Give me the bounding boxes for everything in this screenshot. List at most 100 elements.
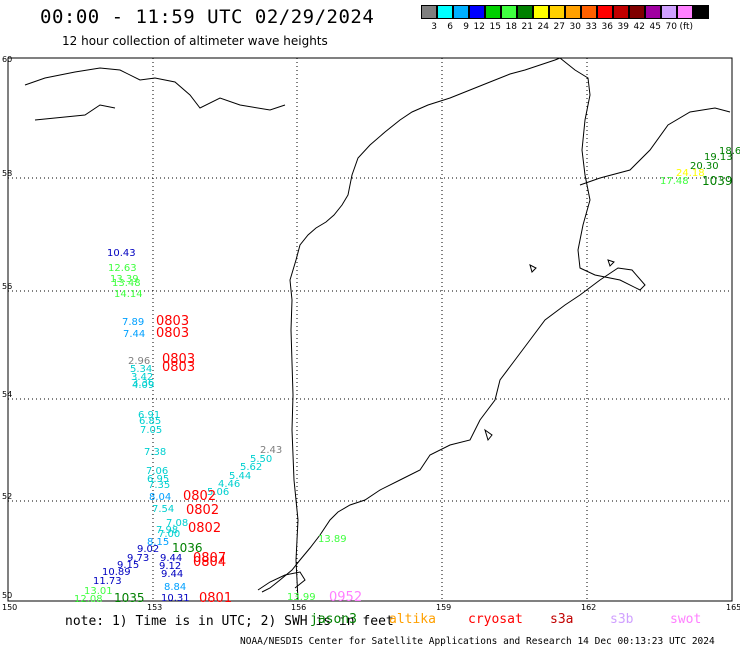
wave-height-value: 14.14 xyxy=(114,289,143,300)
northeast-coast xyxy=(579,107,731,186)
longitude-label: 153 xyxy=(147,603,162,612)
wave-height-value: 6.95 xyxy=(147,474,169,485)
wave-height-value: 1035 xyxy=(114,591,145,605)
scale-label: 33 xyxy=(585,22,597,32)
graticule xyxy=(8,58,732,600)
wave-height-value: 2.96 xyxy=(128,356,150,367)
wave-height-value: 10.43 xyxy=(107,248,136,259)
latitude-label: 54 xyxy=(2,390,12,399)
wave-height-value: 3.36 xyxy=(132,378,154,389)
wave-height-value: 13.01 xyxy=(84,586,113,597)
kamchatka-east-coast xyxy=(261,57,646,593)
scale-swatch xyxy=(549,5,565,19)
longitude-label: 159 xyxy=(436,603,451,612)
wave-height-value: 1036 xyxy=(172,541,203,555)
latitude-label: 50 xyxy=(2,591,12,600)
wave-height-value: 13.39 xyxy=(110,274,139,285)
wave-height-value: 9.15 xyxy=(117,560,139,571)
wave-height-value: 7.44 xyxy=(123,329,145,340)
wave-height-value: 9.12 xyxy=(159,561,181,572)
map-subtitle: 12 hour collection of altimeter wave hei… xyxy=(62,34,328,48)
wave-height-value: 9.02 xyxy=(137,544,159,555)
wave-height-value: 12.63 xyxy=(108,263,137,274)
wave-height-value: 4.46 xyxy=(218,479,240,490)
scale-swatch xyxy=(437,5,453,19)
scale-label: 9 xyxy=(463,22,469,32)
scale-swatch xyxy=(613,5,629,19)
scale-label: 45 xyxy=(649,22,661,32)
wave-height-value: 7.05 xyxy=(140,425,162,436)
scale-swatch xyxy=(597,5,613,19)
wave-height-value: 12.08 xyxy=(74,594,103,605)
scale-label: 18 xyxy=(505,22,517,32)
wave-height-value: 0803 xyxy=(156,314,189,329)
scale-swatch xyxy=(469,5,485,19)
latitude-label: 56 xyxy=(2,282,12,291)
scale-swatch xyxy=(629,5,645,19)
wave-height-value: 17.48 xyxy=(660,176,689,187)
wave-height-value: 9.44 xyxy=(161,569,183,580)
coastline xyxy=(24,57,731,601)
color-scale-legend xyxy=(421,5,709,19)
wave-height-value: 0804 xyxy=(193,555,226,570)
satellite-s3b: s3b xyxy=(610,612,634,627)
wave-height-value: 10.89 xyxy=(102,567,131,578)
wave-height-value: 13.89 xyxy=(318,534,347,545)
scale-swatch xyxy=(581,5,597,19)
wave-height-value: 0807 xyxy=(193,551,226,566)
longitude-label: 165 xyxy=(726,603,740,612)
wave-height-value: 0802 xyxy=(183,489,216,504)
scale-swatch xyxy=(485,5,501,19)
wave-height-value: 5.62 xyxy=(240,462,262,473)
wave-height-value: 8.04 xyxy=(149,492,171,503)
wave-height-value: 0801 xyxy=(199,591,232,606)
longitude-label: 156 xyxy=(291,603,306,612)
scale-label: (ft) xyxy=(679,22,693,32)
satellite-jason3: jason3 xyxy=(310,612,357,627)
scale-label: 39 xyxy=(617,22,629,32)
wave-height-observations: 10.4312.6313.3913.4814.147.897.440803080… xyxy=(74,146,740,606)
wave-height-value: 0803 xyxy=(162,352,195,367)
scale-swatch xyxy=(421,5,437,19)
scale-swatch xyxy=(517,5,533,19)
scale-swatch xyxy=(565,5,581,19)
small-islands xyxy=(484,259,615,442)
scale-label: 36 xyxy=(601,22,613,32)
wave-height-value: 6.85 xyxy=(139,416,161,427)
scale-label: 42 xyxy=(633,22,645,32)
satellite-altika: altika xyxy=(389,612,436,627)
scale-swatch xyxy=(645,5,661,19)
scale-swatch xyxy=(501,5,517,19)
satellite-s3a: s3a xyxy=(550,612,574,627)
satellite-swot: swot xyxy=(670,612,702,627)
wave-height-value: 18.6 xyxy=(719,146,740,157)
wave-height-value: 0802 xyxy=(188,521,221,536)
scale-swatch xyxy=(693,5,709,19)
wave-height-value: 7.08 xyxy=(166,518,188,529)
axis-ticks: 60 58 56 54 52 50 150 153 156 159 162 165 xyxy=(2,55,740,612)
map-title: 00:00 - 11:59 UTC 02/29/2024 xyxy=(40,6,375,28)
longitude-label: 150 xyxy=(2,603,17,612)
wave-height-value: 11.73 xyxy=(93,576,122,587)
wave-height-value: 9.73 xyxy=(127,553,149,564)
wave-height-value: 6.91 xyxy=(138,410,160,421)
wave-height-value: 20.30 xyxy=(690,161,719,172)
wave-height-value: 2.43 xyxy=(260,445,282,456)
wave-height-value: 7.38 xyxy=(144,447,166,458)
scale-swatch xyxy=(533,5,549,19)
longitude-label: 162 xyxy=(581,603,596,612)
wave-height-value: 19.13 xyxy=(704,152,733,163)
wave-height-value: 13.48 xyxy=(112,278,141,289)
wave-height-value: 7.06 xyxy=(146,466,168,477)
footer-note: note: 1) Time is in UTC; 2) SWH is in fe… xyxy=(65,614,394,629)
wave-height-value: 9.44 xyxy=(160,553,182,564)
scale-label: 70 xyxy=(665,22,677,32)
wave-height-value: 0802 xyxy=(186,503,219,518)
islands-north xyxy=(24,67,286,121)
color-scale-labels: 3 6 9 12 15 18 21 24 27 30 33 36 39 42 45 70 (ft) xyxy=(421,22,693,32)
latitude-label: 60 xyxy=(2,55,12,64)
wave-height-value: 7.35 xyxy=(148,480,170,491)
scale-label: 21 xyxy=(521,22,533,32)
scale-label: 6 xyxy=(447,22,453,32)
satellite-cryosat: cryosat xyxy=(468,612,523,627)
